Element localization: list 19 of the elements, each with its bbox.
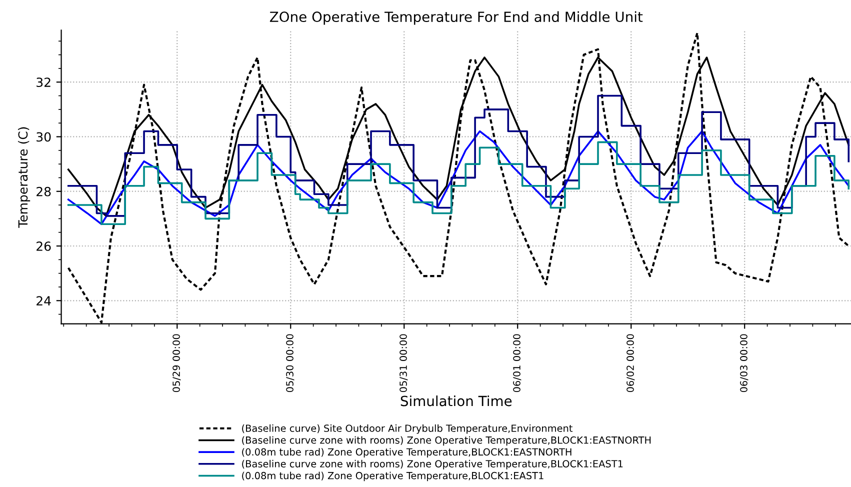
x-tick-label: 06/03 00:00 <box>740 334 748 392</box>
y-tick-label: 26 <box>36 241 51 251</box>
y-tick-label: 32 <box>36 78 50 88</box>
x-tick-label: 05/29 00:00 <box>172 334 181 392</box>
x-tick-label: 05/31 00:00 <box>400 334 408 392</box>
chart-title: ZOne Operative Temperature For End and Middle Unit <box>270 11 643 25</box>
y-axis-title: Temperature (C) <box>18 127 30 228</box>
legend-label: (Baseline curve zone with rooms) Zone Operative Temperature,BLOCK1:EAST1 <box>242 460 623 470</box>
y-tick-label: 24 <box>36 296 51 306</box>
x-tick-label: 06/02 00:00 <box>626 334 635 392</box>
x-tick-label: 06/01 00:00 <box>513 334 522 392</box>
x-tick-label: 05/30 00:00 <box>286 334 294 392</box>
y-tick-label: 30 <box>36 132 51 142</box>
legend-label: (0.08m tube rad) Zone Operative Temperature,BLOCK1:EASTNORTH <box>242 448 572 458</box>
legend-label: (Baseline curve) Site Outdoor Air Drybulb Temperature,Environment <box>242 424 573 434</box>
y-tick-label: 28 <box>36 186 51 196</box>
x-axis-title: Simulation Time <box>400 395 512 406</box>
legend-label: (Baseline curve zone with rooms) Zone Operative Temperature,BLOCK1:EASTNORTH <box>242 436 651 446</box>
legend-label: (0.08m tube rad) Zone Operative Temperature,BLOCK1:EAST1 <box>242 472 544 482</box>
